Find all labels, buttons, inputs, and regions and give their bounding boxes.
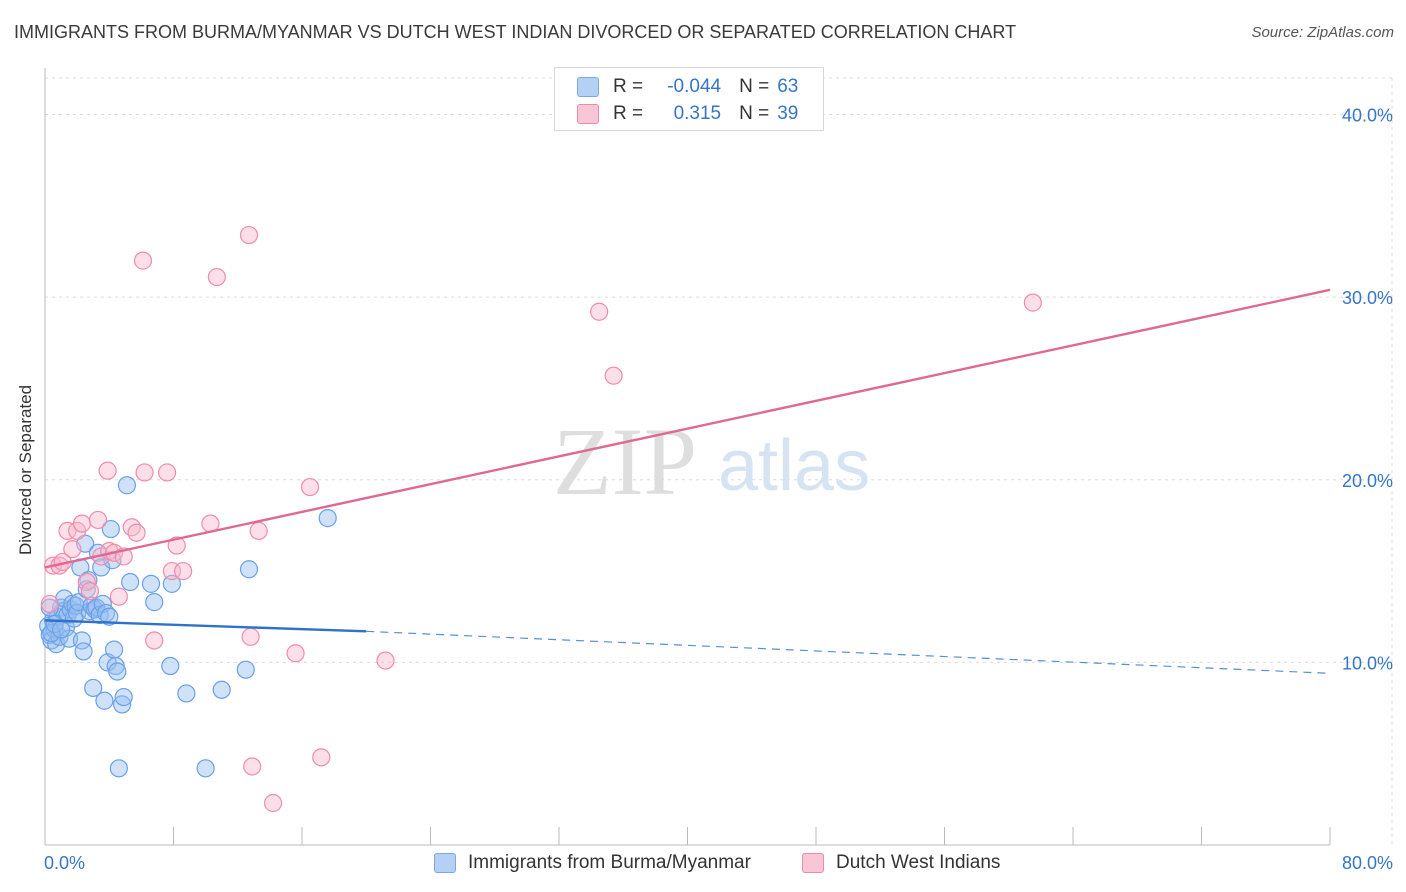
data-point-dutch <box>72 514 92 533</box>
data-point-dutch <box>207 267 226 287</box>
series-legend: Immigrants from Burma/Myanmar Dutch West… <box>0 852 1406 878</box>
data-point-burma <box>318 509 337 528</box>
data-point-dutch <box>312 748 331 767</box>
data-point-dutch <box>80 582 100 601</box>
legend-n-label: N = <box>739 103 770 124</box>
chart-title: IMMIGRANTS FROM BURMA/MYANMAR VS DUTCH W… <box>14 22 1017 42</box>
data-point-dutch <box>249 521 268 540</box>
data-point-dutch <box>88 510 108 530</box>
data-point-burma <box>114 687 133 707</box>
series-legend-dutch: Dutch West Indians <box>802 852 1000 874</box>
legend-n-value: 63 <box>777 76 799 97</box>
series-legend-swatch-blue <box>434 853 456 873</box>
watermark-zip: ZIP <box>553 408 697 515</box>
data-point-burma <box>101 519 120 539</box>
data-point-burma <box>162 574 181 593</box>
x-tick-label: 80.0% <box>1342 853 1393 873</box>
data-point-dutch <box>145 631 164 650</box>
data-point-burma <box>84 678 103 698</box>
data-point-dutch <box>174 561 193 581</box>
legend-n-label: N = <box>739 76 770 97</box>
y-tick-label: 40.0% <box>1342 106 1393 126</box>
data-point-dutch <box>98 461 117 480</box>
data-point-dutch <box>122 518 141 537</box>
tick-labels: 10.0% 20.0% 30.0% 40.0% 0.0% 80.0% <box>44 106 1393 873</box>
data-point-burma <box>63 594 82 614</box>
data-point-dutch <box>135 463 154 482</box>
watermark-atlas: atlas <box>718 426 870 506</box>
data-point-dutch <box>40 594 59 614</box>
series-legend-swatch-pink <box>802 853 824 873</box>
legend-r-label: R = <box>613 76 644 97</box>
trend-lines <box>44 288 1331 674</box>
data-point-burma <box>145 593 164 612</box>
data-point-dutch <box>286 644 305 663</box>
data-point-burma <box>100 607 119 626</box>
data-point-dutch <box>63 540 82 559</box>
data-point-dutch <box>167 536 186 555</box>
trend-line-burma <box>44 619 367 633</box>
legend-r-value: 0.315 <box>673 103 722 124</box>
data-point-burma <box>109 759 128 778</box>
data-point-dutch <box>241 627 260 646</box>
data-point-dutch <box>58 521 77 540</box>
y-tick-label: 20.0% <box>1342 471 1393 491</box>
data-point-burma <box>108 662 127 681</box>
legend-swatch-blue <box>577 77 599 97</box>
data-point-dutch <box>109 587 128 606</box>
data-point-dutch <box>127 523 146 542</box>
data-point-dutch <box>604 366 623 385</box>
y-tick-label: 10.0% <box>1342 653 1393 673</box>
data-point-burma <box>51 620 71 639</box>
y-tick-label: 30.0% <box>1342 288 1393 308</box>
legend-swatch-pink <box>577 104 599 124</box>
data-point-burma <box>117 476 137 495</box>
data-point-burma <box>104 640 124 659</box>
x-tick-label: 0.0% <box>44 853 85 873</box>
data-point-dutch <box>133 251 153 270</box>
series-legend-label: Immigrants from Burma/Myanmar <box>468 852 751 873</box>
y-axis-label: Divorced or Separated <box>16 384 35 555</box>
series-legend-burma: Immigrants from Burma/Myanmar <box>434 852 751 874</box>
data-point-dutch <box>300 477 320 497</box>
data-point-dutch <box>239 225 259 245</box>
data-point-burma <box>212 680 231 699</box>
data-point-dutch <box>376 651 395 670</box>
data-point-burma <box>177 684 196 703</box>
data-point-burma <box>141 574 161 593</box>
source-label: Source: ZipAtlas.com <box>1251 24 1394 41</box>
trend-line-burma-extension <box>366 630 1331 674</box>
data-point-dutch <box>263 793 283 813</box>
watermark: ZIP atlas <box>553 408 870 515</box>
data-point-dutch <box>243 757 262 776</box>
axes <box>44 68 1331 846</box>
trend-line-dutch <box>44 288 1331 569</box>
data-point-burma <box>112 695 132 714</box>
data-point-dutch <box>157 463 177 482</box>
data-point-burma <box>95 691 114 710</box>
grid-lines <box>45 77 1393 845</box>
data-point-burma <box>77 580 96 599</box>
data-point-burma <box>161 656 180 676</box>
legend-r-label: R = <box>613 103 644 124</box>
series-legend-label: Dutch West Indians <box>836 852 1001 873</box>
stats-legend: R = -0.044 N = 63 R = 0.315 N = 39 <box>554 67 824 131</box>
data-point-burma <box>236 660 255 679</box>
legend-r-value: -0.044 <box>667 76 722 97</box>
data-point-dutch <box>590 302 609 321</box>
legend-row-burma: R = -0.044 N = 63 <box>577 74 798 100</box>
data-point-burma <box>121 572 140 592</box>
legend-n-value: 39 <box>777 103 799 124</box>
data-point-dutch <box>1023 293 1042 312</box>
data-point-burma <box>74 642 93 661</box>
legend-row-dutch: R = 0.315 N = 39 <box>577 101 798 127</box>
data-point-burma <box>239 560 259 579</box>
series-dutch-west-indian-points <box>40 225 1042 813</box>
data-point-burma <box>196 759 215 778</box>
